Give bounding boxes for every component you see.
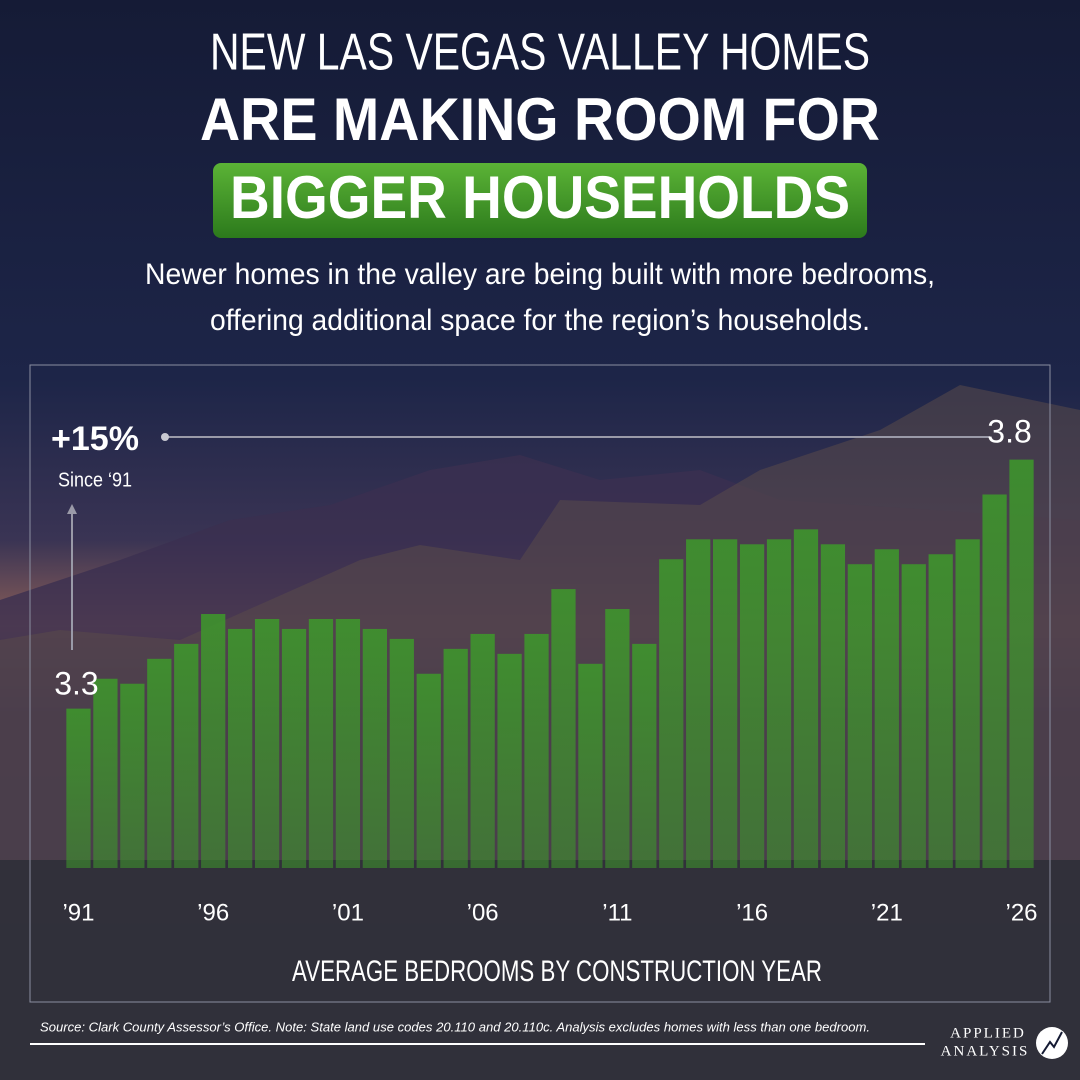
title-line: NEW LAS VEGAS VALLEY HOMES <box>210 24 870 82</box>
bar <box>120 683 145 868</box>
subtitle-line: offering additional space for the region… <box>210 304 870 337</box>
value-label: 3.3 <box>54 665 98 701</box>
bar <box>254 618 280 868</box>
title-line: ARE MAKING ROOM FOR <box>200 86 880 153</box>
bar <box>686 539 711 868</box>
bar <box>66 708 91 868</box>
bar <box>632 643 657 868</box>
bar <box>928 554 953 868</box>
bar <box>982 494 1007 868</box>
arrow-head <box>67 504 77 514</box>
annotation-dot <box>161 433 169 441</box>
x-axis-label: AVERAGE BEDROOMS BY CONSTRUCTION YEAR <box>292 955 822 988</box>
change-annotation: +15% <box>51 420 139 458</box>
bar <box>901 564 926 868</box>
bar <box>713 539 738 868</box>
value-label: 3.8 <box>987 413 1031 449</box>
x-tick-label: ’26 <box>1006 899 1038 926</box>
bar <box>201 614 226 868</box>
bar <box>443 648 468 868</box>
bar <box>1009 459 1034 868</box>
bar <box>497 653 522 868</box>
bar <box>578 663 603 868</box>
bar <box>308 618 334 868</box>
bar <box>335 618 361 868</box>
x-tick-label: ’06 <box>467 899 499 926</box>
bar <box>820 544 846 868</box>
subtitle-line: Newer homes in the valley are being buil… <box>145 258 935 291</box>
title-line: BIGGER HOUSEHOLDS <box>230 164 850 231</box>
bar <box>281 628 307 868</box>
bar <box>739 544 765 868</box>
bar <box>362 628 387 868</box>
chart-frame <box>29 364 1051 1003</box>
bar <box>228 628 253 868</box>
bar <box>524 633 549 868</box>
x-tick-label: ’11 <box>602 899 632 926</box>
x-tick-label: ’91 <box>62 899 94 926</box>
since-annotation: Since ‘91 <box>58 469 132 491</box>
title-highlight <box>213 163 867 238</box>
logo-line-mark <box>1041 1031 1063 1055</box>
bar <box>551 589 576 868</box>
bar <box>955 539 980 868</box>
bar <box>874 549 899 868</box>
x-tick-label: ’96 <box>197 899 229 926</box>
bar <box>389 638 414 868</box>
bar <box>174 643 199 868</box>
bar <box>605 609 630 868</box>
bar <box>793 529 819 868</box>
bar <box>470 633 495 868</box>
bar <box>93 678 118 868</box>
bar <box>847 564 872 868</box>
bar <box>659 559 684 868</box>
bar <box>766 539 792 868</box>
bar <box>147 658 172 868</box>
source-note: Source: Clark County Assessor’s Office. … <box>40 1020 870 1034</box>
x-tick-label: ’21 <box>871 899 903 926</box>
x-tick-label: ’01 <box>332 899 364 926</box>
logo-line: ANALYSIS <box>941 1043 1030 1059</box>
logo-line: APPLIED <box>950 1025 1026 1041</box>
x-tick-label: ’16 <box>736 899 768 926</box>
bar <box>416 673 441 868</box>
